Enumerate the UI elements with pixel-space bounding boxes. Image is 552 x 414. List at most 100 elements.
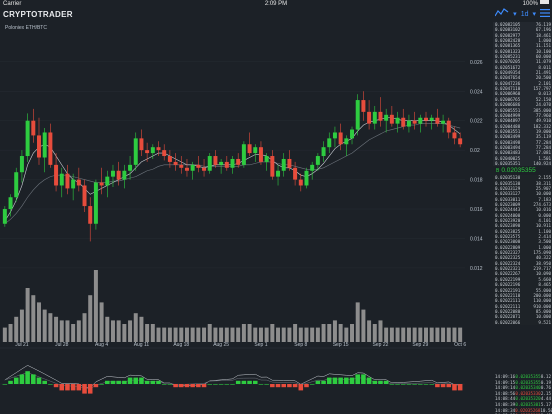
ask-price: 0.02003494 [495,144,521,150]
trade-row[interactable]: 14:09:16 0.02035355 8.12 [493,374,552,380]
y-tick-label: 0.026 [470,60,483,66]
ask-row[interactable]: 0.02035351 140.924 [493,160,552,167]
bid-row[interactable]: 0.02022111 910.000 [493,303,552,309]
bid-price: 0.02023920 [495,218,521,224]
bid-price: 0.02022327 [495,250,521,256]
chevron-down-icon[interactable]: ▾ [513,11,517,18]
bid-row[interactable]: 0.02022080 85.000 [493,308,552,315]
ask-amount: 18.461 [535,32,551,38]
ask-row[interactable]: 0.02081365 11.151 [493,43,552,49]
ask-row[interactable]: 0.02082977 18.461 [493,32,552,39]
ask-row[interactable]: 0.02047236 2.101 [493,80,552,87]
ask-row[interactable]: 0.02085231 60.000 [493,54,552,60]
line-chart-icon[interactable] [494,8,509,22]
trade-row[interactable]: 14:08:39 0.02035301 5.17 [493,402,552,408]
bid-row[interactable]: 0.02023920 4.101 [493,218,552,224]
bid-row[interactable]: 0.02022267 10.090 [493,271,552,277]
bid-row[interactable]: 0.02023825 1.100 [493,228,552,235]
ask-row[interactable]: 0.02051672 8.011 [493,64,552,71]
ask-row[interactable]: 0.02004488 182.332 [493,123,552,129]
ask-row[interactable]: 0.02003494 77.284 [493,144,552,151]
bid-row[interactable]: 0.02022324 38.950 [493,260,552,267]
ask-row[interactable]: 0.02047110 157.797 [493,86,552,92]
ask-row[interactable]: 0.02003498 77.284 [493,139,552,145]
bid-row[interactable]: 0.02022191 55.000 [493,287,552,293]
bid-row[interactable]: 0.02023575 2.414 [493,234,552,240]
candle [378,111,383,121]
candle [156,147,161,151]
ask-row[interactable]: 0.02004999 77.960 [493,112,552,119]
bid-row[interactable]: 0.02023009 274.673 [493,202,552,208]
bid-row[interactable]: 0.02022327 175.090 [493,250,552,256]
bid-amount: 110.000 [533,298,551,304]
chart-area[interactable]: 0.012 0.014 0.016 0.018 0.02 0.022 0.024 0.026 J… [0,20,492,414]
bid-row[interactable]: 0.02033129 25.907 [493,185,552,192]
bid-row[interactable]: 0.02024000 0.000 [493,212,552,219]
ask-row[interactable]: 0.02082428 1.000 [493,38,552,44]
timeframe-selector[interactable]: 1d [520,11,529,18]
ask-row[interactable]: 0.02049354 21.491 [493,70,552,76]
trade-row[interactable]: 14:08:44 0.02035320 4.44 [493,396,552,402]
macd-histogram-bar [110,380,116,384]
trade-row[interactable]: 14:08:34 0.02035268 10.50 [493,408,552,414]
trade-row[interactable]: 14:08:56 0.02035330 2.15 [493,391,552,397]
bid-row[interactable]: 0.02033127 10.000 [493,191,552,197]
ask-row[interactable]: 0.02005551 385.000 [493,107,552,113]
candle [429,117,434,121]
volume-bar [281,327,286,342]
volume-bar [441,327,446,342]
ask-row[interactable]: 0.02081323 10.100 [493,48,552,55]
ask-row[interactable]: 0.02083102 67.196 [493,27,552,33]
bid-row[interactable]: 0.02022066 9.521 [493,319,552,325]
price-chart[interactable]: 0.012 0.014 0.016 0.018 0.02 0.022 0.024 0.026 J… [0,20,492,414]
volume-bar [8,324,13,342]
volume-bar [224,327,229,342]
ask-row[interactable]: 0.02082105 76.119 [493,22,552,28]
ask-amount: 10.100 [535,48,551,54]
ask-row[interactable]: 0.02047654 20.500 [493,75,552,81]
trade-row[interactable]: 14:09:15 0.02035355 0.19 [493,380,552,386]
bid-row[interactable]: 0.02022071 10.000 [493,314,552,320]
macd-histogram-bar [361,374,366,384]
ask-row[interactable]: 0.02003483 17.081 [493,150,552,156]
candle [37,135,41,158]
ask-row[interactable]: 0.02006765 52.150 [493,96,552,103]
ask-row[interactable]: 0.02006960 0.013 [493,91,552,97]
ask-row[interactable]: 0.02003551 19.000 [493,128,552,135]
bid-price: 0.02033127 [495,191,521,197]
ask-row[interactable]: 0.02070205 11.079 [493,59,552,65]
trade-row[interactable]: 14:09:14 0.02035340 0.76 [493,385,552,391]
candle [116,170,121,180]
bid-row[interactable]: 0.02023890 10.911 [493,223,552,229]
volume-bar [315,327,320,342]
ask-price: 0.02006686 [495,102,521,108]
recent-trades[interactable]: 14:09:16 0.02035355 8.12 14:09:15 0.02035355… [493,374,552,414]
bid-row[interactable]: 0.02035130 2.155 [493,175,552,181]
chevron-down-icon[interactable]: ▾ [532,11,536,18]
menu-icon[interactable] [540,8,550,22]
bid-row[interactable]: 0.02022111 110.000 [493,298,552,304]
bid-row[interactable]: 0.02033011 7.183 [493,196,552,202]
bid-price: 0.02022071 [495,314,521,320]
bid-row[interactable]: 0.02022325 40.322 [493,255,552,261]
orderbook[interactable]: 0.02082105 76.119 0.02083102 67.196 0.020829… [493,22,552,325]
ask-row[interactable]: 0.02004897 49.910 [493,118,552,124]
ask-amount: 77.284 [535,139,551,145]
bid-row[interactable]: 0.02022321 219.717 [493,266,552,272]
candle [372,111,377,124]
ask-row[interactable]: 0.02040025 1.501 [493,155,552,161]
bid-row[interactable]: 0.02023000 3.500 [493,239,552,245]
bid-row[interactable]: 0.02022110 200.000 [493,292,552,299]
bid-row[interactable]: 0.02035130 38.311 [493,180,552,186]
macd-histogram-bar [418,384,423,385]
bid-row[interactable]: 0.02024443 10.016 [493,207,552,213]
ask-row[interactable]: 0.02003499 35.119 [493,134,552,140]
bid-row[interactable]: 0.02022199 5.660 [493,276,552,283]
bid-row[interactable]: 0.02022809 1.000 [493,244,552,251]
macd-histogram-bar [87,384,93,394]
trade-price: 0.02035355 [515,374,541,379]
bid-row[interactable]: 0.02022196 8.465 [493,282,552,288]
macd-histogram-bar [59,384,65,391]
ask-row[interactable]: 0.02006686 24.070 [493,102,552,108]
volume-bar [378,320,383,342]
